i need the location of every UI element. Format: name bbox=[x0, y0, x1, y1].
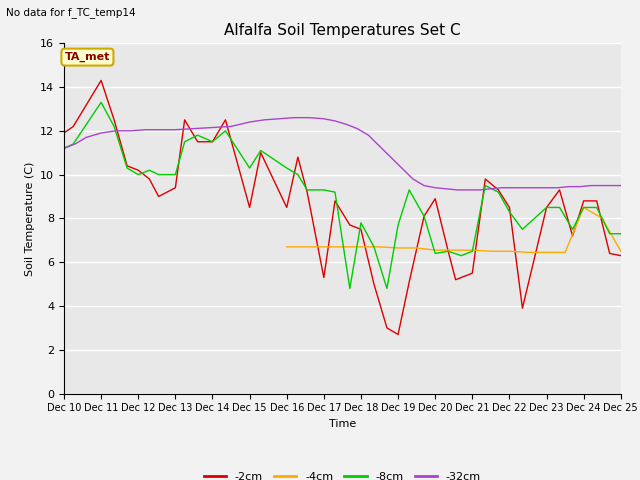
Legend: -2cm, -4cm, -8cm, -32cm: -2cm, -4cm, -8cm, -32cm bbox=[199, 467, 486, 480]
Text: TA_met: TA_met bbox=[65, 52, 110, 62]
Text: No data for f_TC_temp14: No data for f_TC_temp14 bbox=[6, 7, 136, 18]
Y-axis label: Soil Temperature (C): Soil Temperature (C) bbox=[24, 161, 35, 276]
Title: Alfalfa Soil Temperatures Set C: Alfalfa Soil Temperatures Set C bbox=[224, 23, 461, 38]
X-axis label: Time: Time bbox=[329, 419, 356, 429]
